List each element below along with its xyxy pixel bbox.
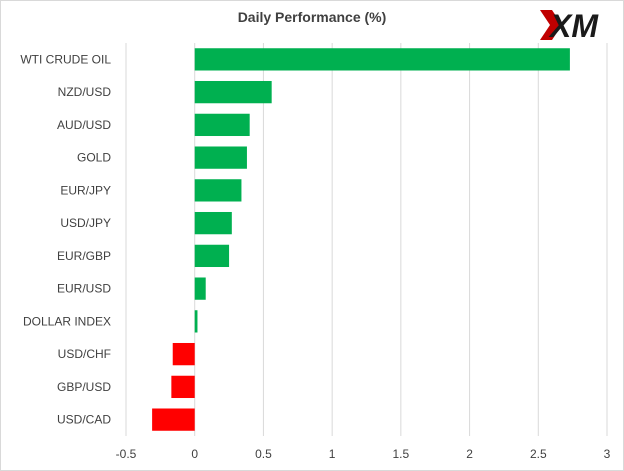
- x-tick-label: 1.5: [393, 447, 410, 461]
- bar: [194, 146, 247, 169]
- bar: [171, 375, 195, 399]
- x-tick-label: 2: [466, 447, 473, 461]
- bar: [194, 113, 250, 137]
- gridlines: [125, 43, 608, 436]
- category-label: GOLD: [77, 151, 111, 165]
- category-label: EUR/USD: [57, 282, 111, 296]
- bar: [194, 310, 198, 333]
- x-tick-label: 2.5: [530, 447, 547, 461]
- category-label: USD/JPY: [60, 216, 111, 230]
- category-labels: WTI CRUDE OIL NZD/USD AUD/USD GOLD EUR/JPY US…: [20, 52, 111, 426]
- logo-text: XM: [548, 8, 599, 44]
- x-tick-label: 1: [329, 447, 336, 461]
- category-label: USD/CAD: [57, 413, 111, 427]
- x-axis-tick-labels: -0.5 0 0.5 1 1.5 2 2.5 3: [116, 447, 611, 461]
- bar: [194, 48, 570, 71]
- category-label: USD/CHF: [58, 347, 111, 361]
- category-label: NZD/USD: [58, 85, 112, 99]
- x-tick-label: 0.5: [255, 447, 272, 461]
- bar: [194, 277, 206, 300]
- bar: [152, 408, 195, 431]
- category-label: GBP/USD: [57, 380, 111, 394]
- category-label: DOLLAR INDEX: [23, 314, 111, 328]
- category-label: EUR/GBP: [57, 249, 111, 263]
- category-label: AUD/USD: [57, 118, 111, 132]
- logo-accent-shape: [540, 10, 562, 40]
- xm-logo: XM: [538, 6, 618, 44]
- category-label: WTI CRUDE OIL: [20, 52, 111, 66]
- chart-title: Daily Performance (%): [237, 9, 387, 25]
- x-tick-label: 0: [191, 447, 198, 461]
- x-tick-label: 3: [604, 447, 611, 461]
- bar: [194, 80, 272, 104]
- bar: [194, 244, 230, 268]
- bar: [194, 179, 242, 202]
- x-tick-label: -0.5: [116, 447, 137, 461]
- category-label: EUR/JPY: [60, 183, 111, 197]
- bar: [194, 211, 232, 235]
- bar: [172, 342, 195, 366]
- bars: [152, 48, 570, 431]
